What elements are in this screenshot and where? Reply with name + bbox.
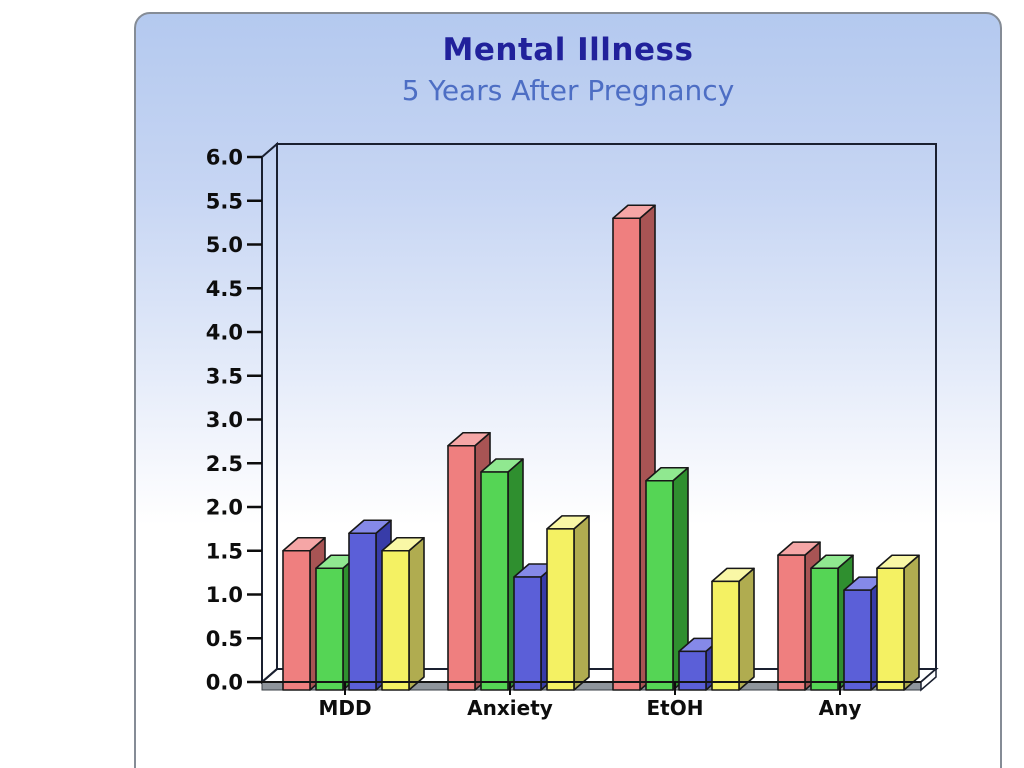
bar-yellow-series-Anxiety [546, 528, 575, 691]
bar-red-series-EtOH [612, 217, 641, 691]
y-axis-tick-label: 0.5 [206, 627, 243, 651]
y-axis-tick-label: 3.0 [206, 408, 243, 432]
bar-yellow-series-EtOH [711, 580, 740, 691]
category-label-Any: Any [819, 696, 862, 720]
chart-title: Mental Illness [442, 32, 694, 68]
y-axis-tick-label: 5.5 [206, 189, 243, 213]
y-axis-tick-label: 0.0 [206, 671, 243, 695]
bar-green-series-MDD [315, 567, 344, 691]
y-axis-tick-label: 3.5 [206, 364, 243, 388]
y-axis-tick-label: 6.0 [206, 146, 243, 170]
bar-blue-series-Any [843, 589, 872, 691]
y-axis-tick-label: 1.5 [206, 539, 243, 563]
y-axis-tick-label: 5.0 [206, 233, 243, 257]
bar-green-series-EtOH [645, 479, 674, 691]
bar-blue-series-EtOH [678, 650, 707, 691]
category-label-MDD: MDD [318, 696, 371, 720]
bar-red-series-MDD [282, 549, 311, 691]
chart-subtitle: 5 Years After Pregnancy [401, 74, 735, 107]
bar-green-series-Anxiety [480, 471, 509, 691]
bar-side-yellow-series-MDD [408, 536, 425, 691]
bar-side-yellow-series-Any [903, 554, 920, 691]
y-axis-tick-label: 2.5 [206, 452, 243, 476]
bar-yellow-series-Any [876, 567, 905, 691]
bar-blue-series-Anxiety [513, 576, 542, 691]
bar-yellow-series-MDD [381, 549, 410, 691]
bar-side-yellow-series-EtOH [738, 567, 755, 691]
bar-red-series-Anxiety [447, 444, 476, 691]
bar-red-series-Any [777, 554, 806, 691]
y-axis-tick-label: 2.0 [206, 496, 243, 520]
floor-end-cap [920, 667, 937, 692]
y-axis-wall [261, 141, 278, 685]
y-axis-tick-label: 4.5 [206, 277, 243, 301]
y-axis-tick-label: 1.0 [206, 583, 243, 607]
y-axis-tick-label: 4.0 [206, 321, 243, 345]
bar-side-yellow-series-Anxiety [573, 515, 590, 691]
category-label-EtOH: EtOH [647, 696, 704, 720]
category-label-Anxiety: Anxiety [467, 696, 553, 720]
bar-blue-series-MDD [348, 532, 377, 691]
bar-green-series-Any [810, 567, 839, 691]
